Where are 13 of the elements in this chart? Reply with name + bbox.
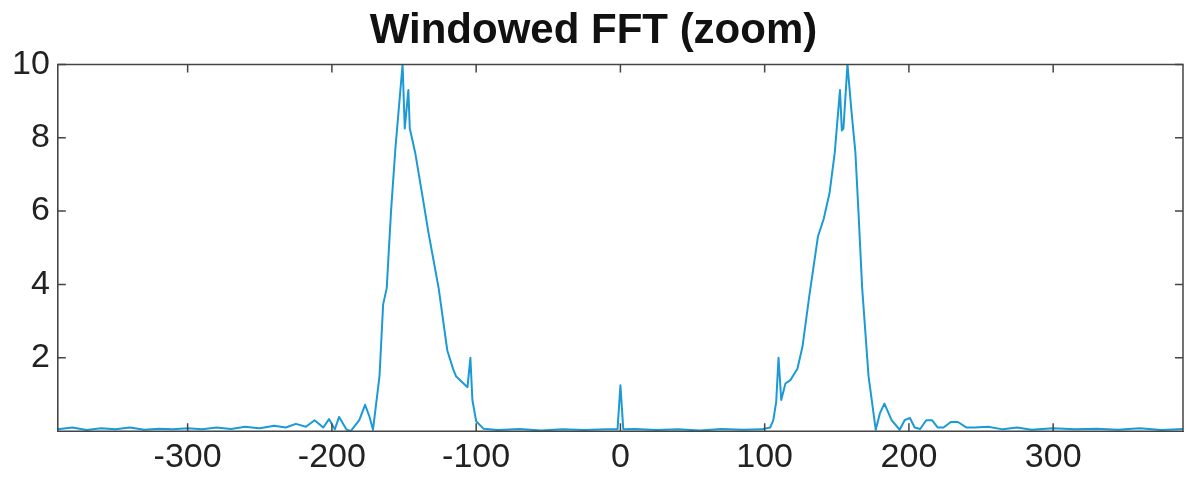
x-tick-label: 200 (880, 435, 938, 474)
y-tick-label: 2 (30, 336, 50, 375)
y-tick-label: 8 (30, 116, 50, 155)
x-tick-label: 0 (610, 435, 630, 474)
y-tick-label: 4 (30, 262, 50, 301)
x-tick-label: -300 (153, 435, 222, 474)
y-tick-label: 6 (30, 189, 50, 228)
x-tick-label: -200 (297, 435, 366, 474)
x-tick-label: 100 (736, 435, 794, 474)
chart-title: Windowed FFT (zoom) (369, 4, 818, 52)
x-tick-label: 300 (1024, 435, 1082, 474)
x-tick-label: -100 (442, 435, 511, 474)
y-tick-label: 10 (11, 42, 50, 81)
